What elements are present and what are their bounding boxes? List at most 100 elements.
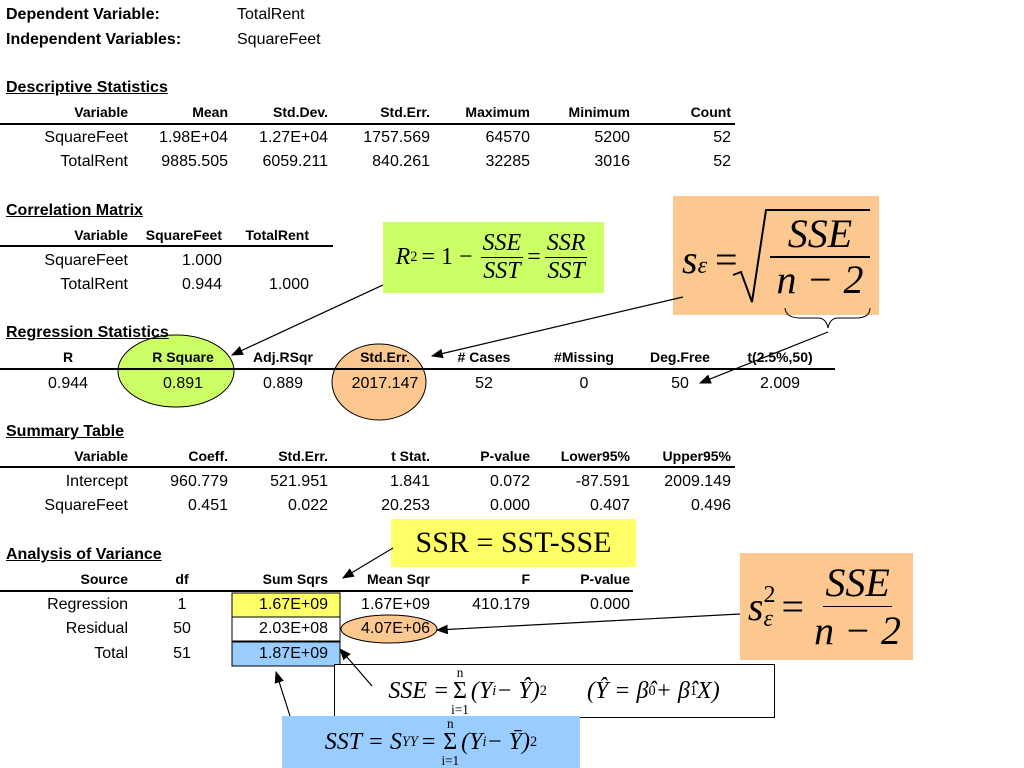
cell: 0 <box>579 375 589 392</box>
formula-part: (Y <box>461 728 483 755</box>
cell: 2.03E+08 <box>259 620 328 637</box>
cell: 1.98E+04 <box>159 129 228 146</box>
formula-part: 0 <box>648 682 656 699</box>
cell: SquareFeet <box>44 497 128 514</box>
formula-part: SSE <box>480 230 524 258</box>
column-header: Std.Err. <box>278 448 328 464</box>
column-header: Lower95% <box>560 448 630 464</box>
cell: TotalRent <box>60 153 128 170</box>
cell: 840.261 <box>372 153 430 170</box>
column-header: t Stat. <box>391 448 430 464</box>
section-title: Descriptive Statistics <box>6 79 168 96</box>
formula-part: i=1 <box>441 753 460 768</box>
column-header: Variable <box>74 104 128 120</box>
column-header: Std.Err. <box>380 104 430 120</box>
formula-part: SST <box>483 258 521 284</box>
cell: 50 <box>671 375 689 392</box>
cell: 4.07E+06 <box>361 620 430 637</box>
formula-part: + β̂ <box>655 677 690 704</box>
cell: 0.496 <box>690 497 731 514</box>
cell: 1.841 <box>389 473 430 490</box>
formula-part: n <box>456 664 464 680</box>
cell: 9885.505 <box>161 153 228 170</box>
column-header: Sum Sqrs <box>262 571 328 587</box>
formula-part: SSR <box>544 230 588 258</box>
box <box>673 196 879 315</box>
formula-part: s <box>682 237 698 282</box>
formula-part: s <box>747 584 764 629</box>
formula-part: = <box>715 237 738 282</box>
cell: 51 <box>173 645 191 662</box>
cell: 1.000 <box>181 252 222 269</box>
cell: 1.67E+09 <box>259 596 328 613</box>
cell: 1 <box>177 596 187 613</box>
column-header: Minimum <box>568 104 630 120</box>
cell: 52 <box>713 129 731 146</box>
highlight <box>231 641 341 667</box>
column-header: Count <box>690 104 731 120</box>
cell: 1.87E+09 <box>259 645 328 662</box>
column-header: Upper95% <box>662 448 731 464</box>
cell: 2009.149 <box>664 473 731 490</box>
column-header: P-value <box>580 571 630 587</box>
formula: SSE n − 2 <box>770 212 870 302</box>
column-header: SquareFeet <box>145 227 222 243</box>
formula-part: − Ŷ) <box>496 677 540 704</box>
cell: Regression <box>47 596 128 613</box>
formula-part: YY <box>401 733 418 750</box>
formula-part: Σ <box>443 729 458 755</box>
formula-part: i <box>482 733 487 750</box>
cell: 0.944 <box>181 276 222 293</box>
cell: 52 <box>475 375 493 392</box>
column-header: Mean Sqr <box>366 571 430 587</box>
cell: 0.451 <box>187 497 228 514</box>
formula-part: = <box>421 728 436 755</box>
cell: Residual <box>65 620 128 637</box>
value: TotalRent <box>237 6 305 23</box>
formula-part: 2 <box>763 581 776 608</box>
cell: 2017.147 <box>351 375 419 392</box>
cell: Total <box>94 645 128 662</box>
formula-part: SST = S <box>324 728 402 755</box>
cell: Intercept <box>65 473 128 490</box>
section-title: Analysis of Variance <box>6 546 162 563</box>
formula-part: ε <box>697 253 708 279</box>
formula-part: 2 <box>539 682 547 699</box>
cell: 1.27E+04 <box>259 129 328 146</box>
formula-part: (Y <box>470 677 493 704</box>
cell: 0.000 <box>489 497 530 514</box>
formula-part: 2 <box>530 733 538 750</box>
cell: 64570 <box>485 129 531 146</box>
formula-part: X) <box>697 677 720 704</box>
cell: 5200 <box>594 129 630 146</box>
cell: 50 <box>173 620 191 637</box>
cell: 0.000 <box>589 596 630 613</box>
column-header: F <box>521 571 530 587</box>
column-header: Variable <box>74 448 128 464</box>
formula-part: = 1 − <box>421 244 473 270</box>
formula: R 2 = 1 − SSE SST = SSR SST <box>383 222 604 293</box>
cell: -87.591 <box>575 473 630 490</box>
column-header: #Missing <box>554 349 614 365</box>
formula: SSR = SST-SSE <box>415 526 612 559</box>
column-header: Coeff. <box>188 448 228 464</box>
formula-part: (Ŷ = β̂ <box>586 677 649 704</box>
formula-part: SSE <box>823 560 892 607</box>
label: Dependent Variable: <box>6 6 160 23</box>
section-title: Correlation Matrix <box>6 202 143 219</box>
cell: 521.951 <box>270 473 328 490</box>
cell: SquareFeet <box>44 129 128 146</box>
formula-part: 1 <box>689 682 698 699</box>
cell: SquareFeet <box>44 252 128 269</box>
cell: 1.67E+09 <box>361 596 430 613</box>
box <box>282 716 580 768</box>
cell: 960.779 <box>170 473 228 490</box>
cell: 2.009 <box>759 375 801 392</box>
cell: 410.179 <box>472 596 530 613</box>
formula-part: 2 <box>410 249 418 265</box>
column-header: Mean <box>192 104 228 120</box>
cell: 0.022 <box>287 497 328 514</box>
box <box>391 519 636 567</box>
formula-part: Σ <box>453 678 467 704</box>
